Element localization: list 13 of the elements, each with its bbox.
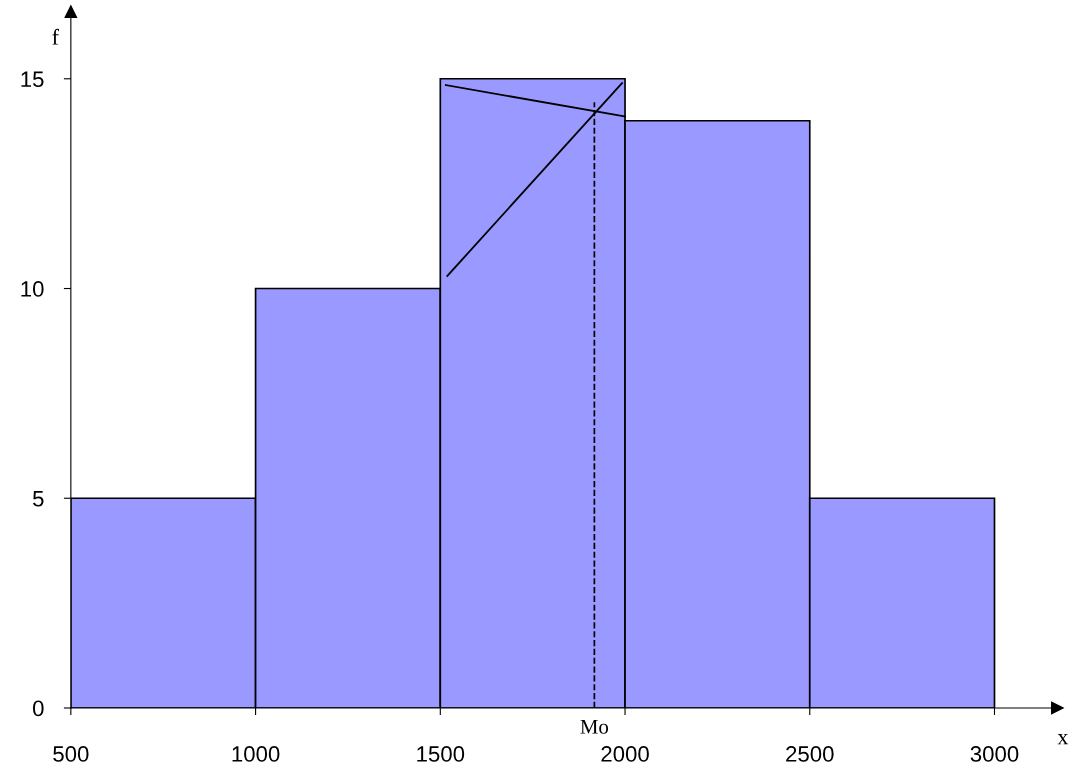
ref-line-label: Mo xyxy=(580,719,609,734)
x-tick-label: 2500 xyxy=(786,746,834,762)
y-tick-label: 15 xyxy=(21,71,44,88)
x-tick-label: 1500 xyxy=(417,746,465,762)
y-tick-label: 0 xyxy=(32,700,44,717)
x-tick-label: 1000 xyxy=(232,746,280,762)
x-tick-label: 3000 xyxy=(970,746,1019,762)
x-axis-title: x xyxy=(1057,734,1069,745)
y-tick-label: 10 xyxy=(21,281,44,297)
y-axis-title: f xyxy=(52,28,60,45)
x-tick-label: 500 xyxy=(53,746,89,762)
y-tick-label: 5 xyxy=(32,491,44,507)
x-tick-label: 2000 xyxy=(601,746,649,762)
